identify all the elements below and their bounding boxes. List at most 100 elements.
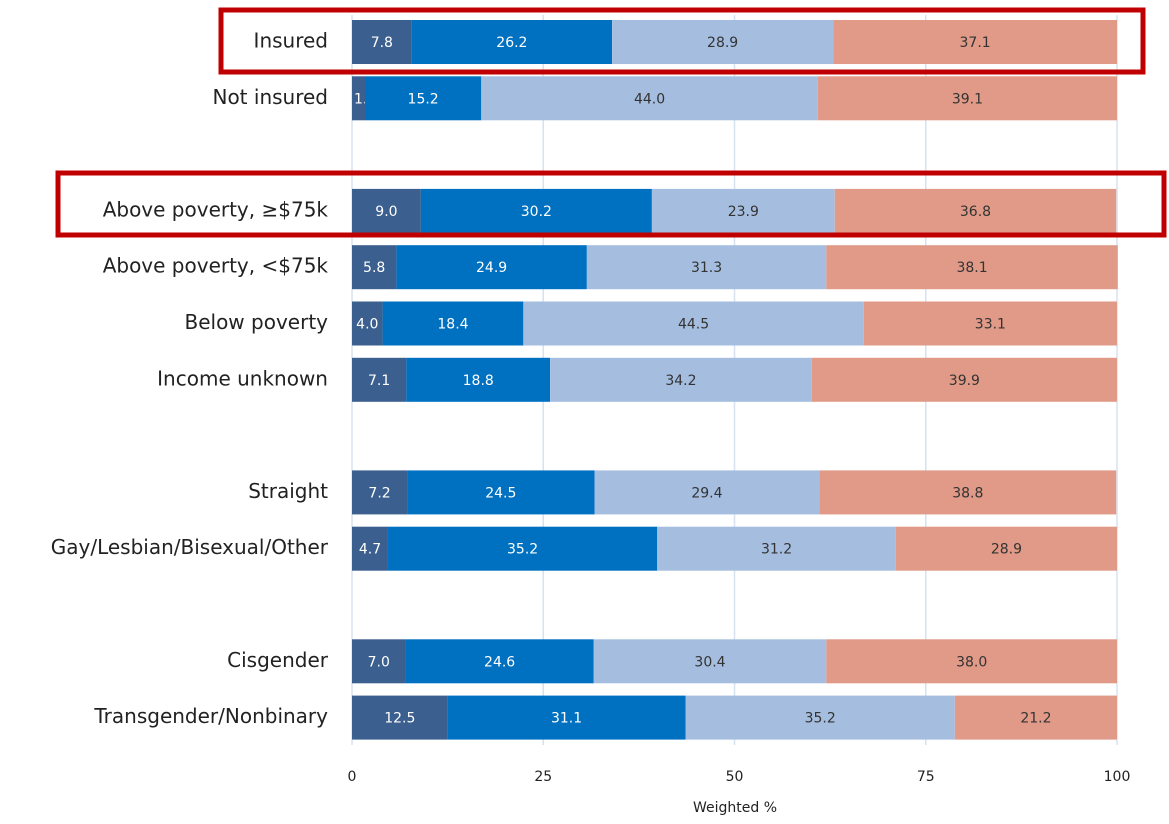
bar-segment bbox=[352, 470, 408, 515]
bar-segment bbox=[819, 470, 1117, 515]
bar-segment bbox=[826, 245, 1118, 290]
data-label: 38.0 bbox=[956, 654, 987, 670]
data-label: 28.9 bbox=[707, 35, 738, 51]
data-label: 4.7 bbox=[359, 542, 381, 558]
bar-segment bbox=[407, 470, 595, 515]
data-label: 23.9 bbox=[728, 204, 759, 220]
data-label: 33.1 bbox=[975, 317, 1006, 333]
data-label: 31.2 bbox=[761, 542, 792, 558]
data-label: 24.9 bbox=[476, 260, 507, 276]
data-label: 31.1 bbox=[551, 711, 582, 727]
bar-segment bbox=[586, 245, 827, 290]
x-tick-label: 50 bbox=[726, 769, 744, 785]
bar-segment bbox=[817, 76, 1117, 121]
highlight-box bbox=[218, 7, 1146, 75]
data-label: 12.5 bbox=[384, 711, 415, 727]
bar-segment bbox=[411, 20, 613, 64]
data-label: 44.0 bbox=[634, 91, 665, 107]
data-label: 21.2 bbox=[1020, 711, 1051, 727]
data-label: 7.1 bbox=[368, 373, 390, 389]
category-label: Below poverty bbox=[184, 310, 328, 334]
data-label: 39.9 bbox=[949, 373, 980, 389]
data-label: 44.5 bbox=[678, 317, 709, 333]
bar-segment bbox=[447, 695, 686, 740]
data-label: 29.4 bbox=[691, 485, 722, 501]
bar-segment bbox=[833, 20, 1117, 64]
bar-segment bbox=[895, 526, 1117, 571]
x-tick-label: 0 bbox=[348, 769, 357, 785]
bar-segment bbox=[593, 639, 827, 684]
data-label: 15.2 bbox=[408, 91, 439, 107]
bar-segment bbox=[420, 188, 652, 233]
bar-segment bbox=[352, 301, 383, 346]
data-label: 30.4 bbox=[694, 654, 725, 670]
bar-segment bbox=[396, 245, 587, 290]
bar-segment bbox=[352, 357, 407, 402]
bar-segment bbox=[651, 188, 835, 233]
x-tick-label: 75 bbox=[917, 769, 935, 785]
x-tick-label: 25 bbox=[534, 769, 552, 785]
data-label: 39.1 bbox=[952, 91, 983, 107]
data-label: 4.0 bbox=[356, 317, 378, 333]
bar-segment bbox=[365, 76, 482, 121]
bar-segment bbox=[405, 639, 594, 684]
bar-segment bbox=[481, 76, 818, 121]
category-label: Gay/Lesbian/Bisexual/Other bbox=[51, 535, 329, 559]
bars: 7.826.228.937.11.715.244.039.19.030.223.… bbox=[352, 20, 1118, 740]
category-label: Above poverty, <$75k bbox=[103, 254, 329, 278]
data-label: 26.2 bbox=[496, 35, 527, 51]
highlight-box bbox=[55, 170, 1167, 238]
bar-segment bbox=[352, 188, 421, 233]
data-label: 18.4 bbox=[437, 317, 468, 333]
data-label: 7.8 bbox=[371, 35, 393, 51]
data-label: 38.8 bbox=[952, 485, 983, 501]
data-label: 24.5 bbox=[485, 485, 516, 501]
bar-segment bbox=[406, 357, 551, 402]
bar-segment bbox=[523, 301, 864, 346]
category-label: Not insured bbox=[212, 85, 328, 109]
category-label: Transgender/Nonbinary bbox=[93, 704, 328, 728]
bar-segment bbox=[612, 20, 834, 64]
data-label: 31.3 bbox=[691, 260, 722, 276]
data-label: 30.2 bbox=[521, 204, 552, 220]
bar-segment bbox=[685, 695, 955, 740]
bar-segment bbox=[387, 526, 658, 571]
category-label: Straight bbox=[248, 479, 328, 503]
category-label: Above poverty, ≥$75k bbox=[103, 197, 329, 221]
bar-segment bbox=[826, 639, 1117, 684]
data-label: 7.2 bbox=[368, 485, 390, 501]
data-label: 18.8 bbox=[463, 373, 494, 389]
bar-segment bbox=[352, 526, 388, 571]
data-label: 35.2 bbox=[507, 542, 538, 558]
data-label: 24.6 bbox=[484, 654, 515, 670]
x-tick-label: 100 bbox=[1104, 769, 1131, 785]
bar-segment bbox=[863, 301, 1117, 346]
data-label: 34.2 bbox=[665, 373, 696, 389]
data-label: 28.9 bbox=[991, 542, 1022, 558]
bar-segment bbox=[594, 470, 820, 515]
data-label: 35.2 bbox=[805, 711, 836, 727]
bar-segment bbox=[811, 357, 1117, 402]
category-label: Income unknown bbox=[157, 366, 328, 390]
bar-segment bbox=[834, 188, 1117, 233]
bar-segment bbox=[352, 695, 448, 740]
category-label: Insured bbox=[254, 29, 328, 53]
bar-segment bbox=[352, 76, 366, 121]
category-label: Cisgender bbox=[227, 648, 329, 672]
bar-segment bbox=[657, 526, 896, 571]
bar-segment bbox=[352, 639, 406, 684]
bar-segment bbox=[954, 695, 1117, 740]
data-label: 9.0 bbox=[375, 204, 397, 220]
bar-segment bbox=[382, 301, 524, 346]
data-label: 7.0 bbox=[368, 654, 390, 670]
data-label: 5.8 bbox=[363, 260, 385, 276]
bar-segment bbox=[352, 20, 412, 64]
x-axis-label: Weighted % bbox=[693, 800, 777, 816]
data-label: 38.1 bbox=[956, 260, 987, 276]
data-label: 37.1 bbox=[960, 35, 991, 51]
bar-segment bbox=[352, 245, 397, 290]
bar-segment bbox=[550, 357, 812, 402]
data-label: 36.8 bbox=[960, 204, 991, 220]
